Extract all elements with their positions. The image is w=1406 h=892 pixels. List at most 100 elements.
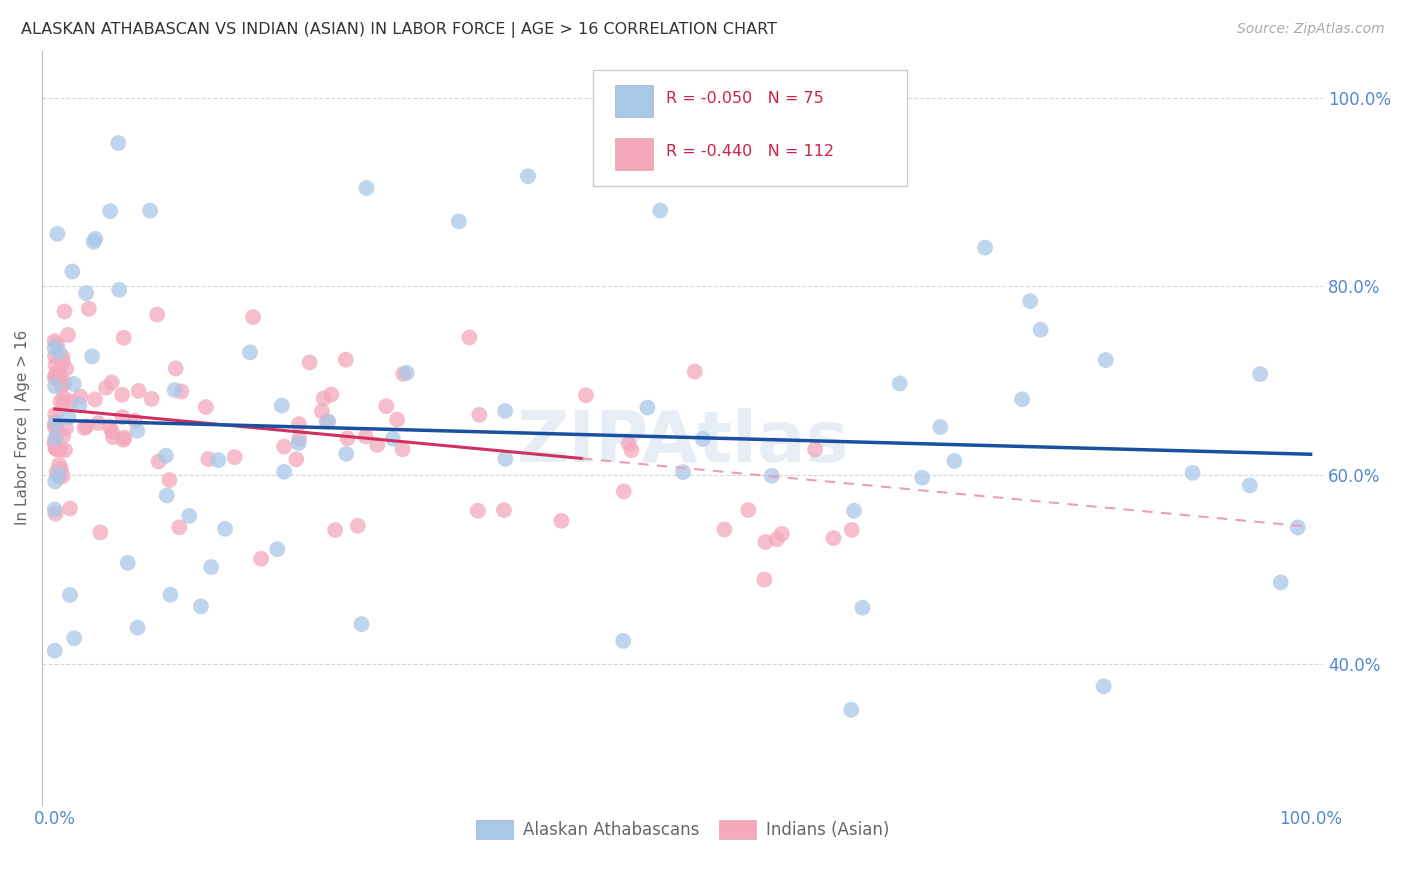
Point [620,461,643,475]
Point [45,461,67,475]
Point [770,543,793,558]
Point [851,423,873,437]
Point [44,264,66,278]
Point [889,419,911,434]
Point [139,442,162,456]
Point [77,376,100,391]
Point [101,534,124,549]
Point [214,450,236,464]
Text: R = -0.440   N = 112: R = -0.440 N = 112 [666,144,834,159]
Point [354,431,377,445]
Point [974,249,997,263]
Point [737,495,759,509]
Point [1270,356,1292,370]
Point [52,434,75,449]
Point [56,398,79,412]
Point [318,629,340,643]
Point [44,431,66,445]
Point [517,348,540,362]
Point [48,424,70,438]
Point [943,377,966,392]
Point [366,474,388,488]
Point [124,367,146,381]
Point [117,350,139,364]
Point [288,442,311,456]
Point [287,289,309,303]
Legend: Alaskan Athabascans, Indians (Asian): Alaskan Athabascans, Indians (Asian) [470,814,896,846]
Point [929,190,952,204]
Point [207,363,229,377]
Point [224,401,246,416]
Point [44,445,66,459]
Point [53,371,76,385]
Point [44,490,66,504]
Point [60,403,83,417]
Point [1239,476,1261,491]
Point [612,500,634,515]
Point [494,351,516,366]
Point [636,235,658,250]
Point [761,433,783,447]
Point [823,417,845,432]
Point [1029,483,1052,497]
Point [385,448,408,462]
Point [911,410,934,425]
Point [841,577,863,591]
Point [48,303,70,318]
Point [49,506,72,520]
Point [48,370,70,384]
Point [45,281,67,295]
Point [200,351,222,366]
Point [395,492,418,507]
Point [458,477,481,491]
Text: ALASKAN ATHABASCAN VS INDIAN (ASIAN) IN LABOR FORCE | AGE > 16 CORRELATION CHART: ALASKAN ATHABASCAN VS INDIAN (ASIAN) IN … [21,22,778,38]
Point [311,358,333,372]
Point [392,391,415,405]
Point [298,379,321,393]
Point [49,443,72,458]
Point [550,462,572,476]
Point [55,469,77,483]
Point [44,588,66,602]
Point [148,373,170,387]
Point [63,442,86,457]
Point [713,483,735,498]
Point [163,281,186,295]
Point [165,456,187,470]
Point [285,446,308,460]
Point [49,373,72,387]
Point [335,455,357,469]
Point [75,203,97,218]
Point [44,417,66,432]
Point [98,202,121,217]
Point [59,392,82,406]
Point [839,487,862,501]
Point [44,439,66,453]
Point [44,488,66,502]
Point [53,319,76,334]
Point [159,401,181,416]
Point [179,137,201,152]
Y-axis label: In Labor Force | Age > 16: In Labor Force | Age > 16 [15,330,31,525]
Point [58,502,80,516]
Point [1181,395,1204,409]
Point [44,420,66,434]
Point [323,487,346,501]
Point [321,421,343,435]
Point [108,451,131,466]
Point [146,477,169,491]
Point [45,360,67,375]
Point [45,295,67,310]
Point [45,390,67,404]
Point [52,338,75,352]
Point [650,236,672,251]
Point [266,384,288,399]
Point [1092,298,1115,312]
Point [82,586,104,600]
Point [288,411,311,425]
Point [114,376,136,391]
Point [127,508,149,522]
Point [375,482,398,496]
Point [754,604,776,618]
Point [94,513,117,527]
